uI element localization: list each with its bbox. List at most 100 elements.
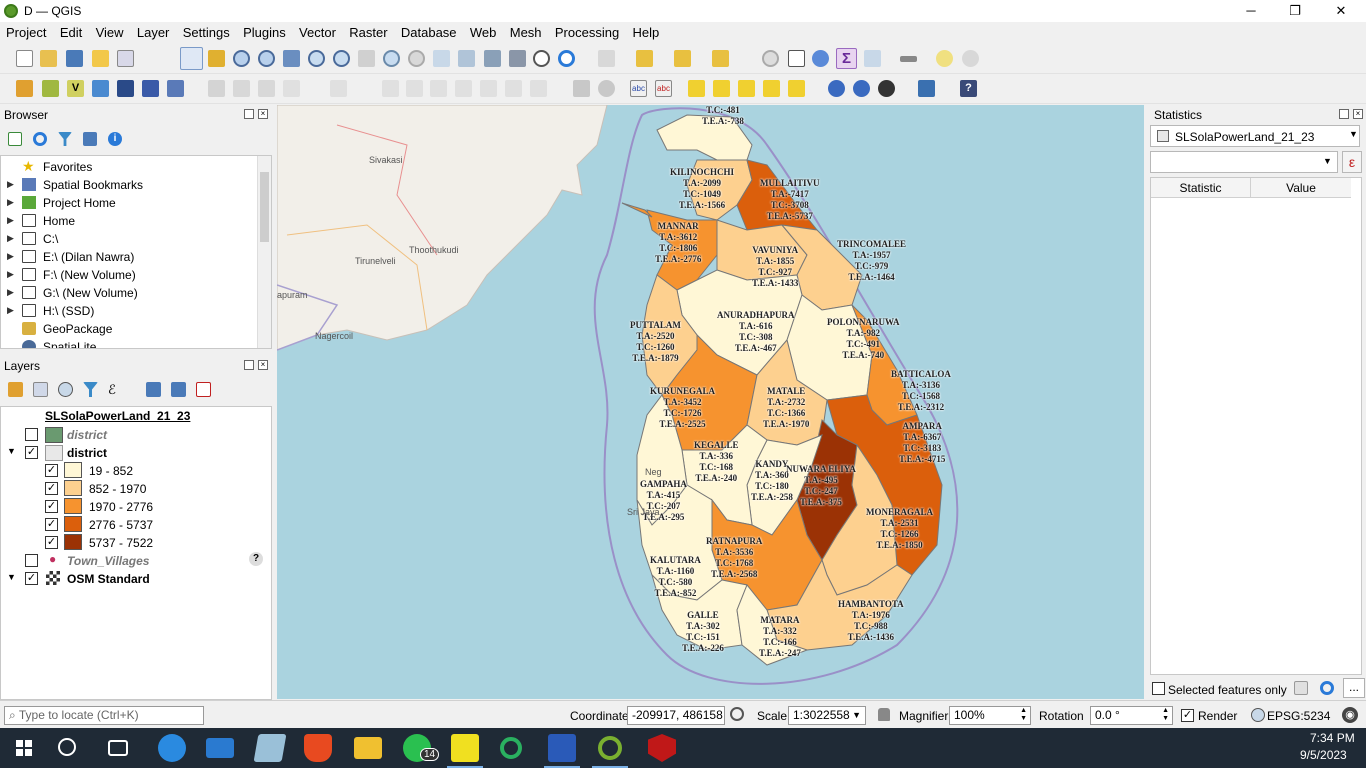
zoom-last-icon[interactable]	[383, 50, 400, 67]
float-panel-icon[interactable]	[244, 360, 254, 370]
globe-icon[interactable]	[1251, 708, 1265, 722]
zoom-out-icon[interactable]	[258, 50, 275, 67]
open-project-icon[interactable]	[40, 50, 57, 67]
collapse-all-icon[interactable]	[171, 382, 186, 397]
windows-start-icon[interactable]	[10, 734, 38, 762]
browser-item-f-drive[interactable]: ▶ F:\ (New Volume)	[7, 268, 136, 282]
district-hidden-checkbox[interactable]	[25, 428, 38, 441]
menu-web[interactable]: Web	[469, 25, 497, 40]
minimize-button[interactable]: ─	[1246, 3, 1256, 18]
graphical-modeler-icon[interactable]	[853, 80, 870, 97]
temporal-controller-icon[interactable]	[484, 50, 501, 67]
filter-icon[interactable]	[58, 132, 72, 146]
processing-toolbox-icon[interactable]	[828, 80, 845, 97]
close-panel-icon[interactable]: ×	[258, 109, 268, 119]
zoom-full-icon[interactable]	[283, 50, 300, 67]
refresh-icon[interactable]	[558, 50, 575, 67]
float-panel-icon[interactable]	[244, 109, 254, 119]
field-calculator-icon[interactable]	[864, 50, 881, 67]
brave-browser-icon[interactable]	[304, 734, 332, 762]
identify-icon[interactable]	[762, 50, 779, 67]
map-canvas[interactable]: Sivakasi Tirunelveli Thoothukudi Nagerco…	[277, 105, 1144, 699]
filter-expression-icon[interactable]: ℰ	[108, 382, 116, 397]
expand-arrow-icon[interactable]: ▼	[7, 446, 16, 456]
refresh-icon[interactable]	[33, 132, 47, 146]
class-checkbox[interactable]: ✓	[45, 464, 58, 477]
add-selected-icon[interactable]	[8, 132, 22, 146]
pan-to-selection-icon[interactable]	[208, 50, 225, 67]
menu-database[interactable]: Database	[400, 25, 457, 40]
close-button[interactable]: ✕	[1335, 3, 1347, 18]
refresh-icon[interactable]	[1320, 681, 1334, 695]
sync-app-icon[interactable]	[500, 737, 522, 759]
add-vector-layer-icon[interactable]	[42, 80, 59, 97]
class-checkbox[interactable]: ✓	[45, 518, 58, 531]
word-icon[interactable]	[548, 734, 576, 762]
extents-toggle-icon[interactable]	[730, 707, 744, 721]
file-explorer-icon[interactable]	[354, 737, 382, 759]
layer-styling-icon[interactable]	[8, 382, 23, 397]
data-source-manager-icon[interactable]	[16, 80, 33, 97]
select-location-icon[interactable]	[712, 50, 729, 67]
zoom-selection-icon[interactable]	[308, 50, 325, 67]
manage-visibility-icon[interactable]	[58, 382, 73, 397]
menu-processing[interactable]: Processing	[554, 25, 620, 40]
mcafee-icon[interactable]	[648, 734, 676, 762]
clock-icon[interactable]	[533, 50, 550, 67]
menu-layer[interactable]: Layer	[136, 25, 170, 40]
coordinate-field[interactable]: -209917, 486158	[627, 706, 725, 725]
rotate-label-icon[interactable]	[788, 80, 805, 97]
layer-district[interactable]: district	[67, 446, 108, 460]
layout-manager-icon[interactable]	[117, 50, 134, 67]
browser-item-home[interactable]: ▶ Home	[7, 214, 76, 228]
rotation-field[interactable]: 0.0 ° ▲ ▼	[1090, 706, 1173, 725]
save-project-icon[interactable]	[66, 50, 83, 67]
highlight-pinned-labels-icon[interactable]	[688, 80, 705, 97]
info-icon[interactable]: i	[108, 132, 122, 146]
undo-icon[interactable]	[505, 80, 522, 97]
statistic-column-header[interactable]: Statistic	[1151, 178, 1251, 198]
browser-item-h-drive[interactable]: ▶ H:\ (SSD)	[7, 304, 95, 318]
paste-features-icon[interactable]	[480, 80, 497, 97]
modify-attributes-icon[interactable]	[382, 80, 399, 97]
render-checkbox[interactable]: ✓	[1181, 709, 1194, 722]
edge-browser-icon[interactable]	[158, 734, 186, 762]
add-wms-icon[interactable]	[117, 80, 134, 97]
delete-selected-icon[interactable]	[406, 80, 423, 97]
vertex-tool-icon[interactable]	[330, 80, 347, 97]
more-options-button[interactable]: ...	[1343, 678, 1365, 698]
layer-combobox[interactable]: SLSolaPowerLand_21_23 ▼	[1150, 125, 1360, 147]
expand-arrow-icon[interactable]: ▼	[7, 572, 16, 582]
bookmark-new-icon[interactable]	[509, 50, 526, 67]
zoom-native-icon[interactable]	[358, 50, 375, 67]
close-panel-icon[interactable]: ×	[258, 360, 268, 370]
expression-button[interactable]: ε	[1342, 151, 1362, 173]
clock-date[interactable]: 9/5/2023	[1300, 748, 1347, 762]
add-feature-icon[interactable]	[283, 80, 300, 97]
messages-icon[interactable]: ◉	[1342, 707, 1358, 723]
remove-layer-icon[interactable]	[196, 382, 211, 397]
select-value-icon[interactable]	[636, 50, 653, 67]
select-features-icon[interactable]	[598, 50, 615, 67]
mail-icon[interactable]	[206, 738, 234, 758]
layer-osm-standard[interactable]: OSM Standard	[67, 572, 150, 586]
menu-edit[interactable]: Edit	[59, 25, 83, 40]
district-checkbox[interactable]: ✓	[25, 446, 38, 459]
value-column-header[interactable]: Value	[1251, 178, 1351, 198]
crs-label[interactable]: EPSG:5234	[1267, 709, 1331, 723]
menu-mesh[interactable]: Mesh	[509, 25, 542, 40]
add-raster-icon[interactable]	[142, 80, 159, 97]
measure-icon[interactable]	[900, 56, 917, 62]
pin-labels-icon[interactable]	[713, 80, 730, 97]
maximize-button[interactable]: ❐	[1289, 3, 1301, 18]
new-project-icon[interactable]	[16, 50, 33, 67]
cut-features-icon[interactable]	[430, 80, 447, 97]
help-icon[interactable]: ?	[960, 80, 977, 97]
selected-features-checkbox[interactable]	[1152, 682, 1165, 695]
zoom-in-icon[interactable]	[233, 50, 250, 67]
copy-features-icon[interactable]	[455, 80, 472, 97]
menu-vector[interactable]: Vector	[299, 25, 336, 40]
rotate-icon[interactable]	[598, 80, 615, 97]
clock-time[interactable]: 7:34 PM	[1310, 731, 1355, 745]
collapse-all-icon[interactable]	[83, 132, 97, 146]
